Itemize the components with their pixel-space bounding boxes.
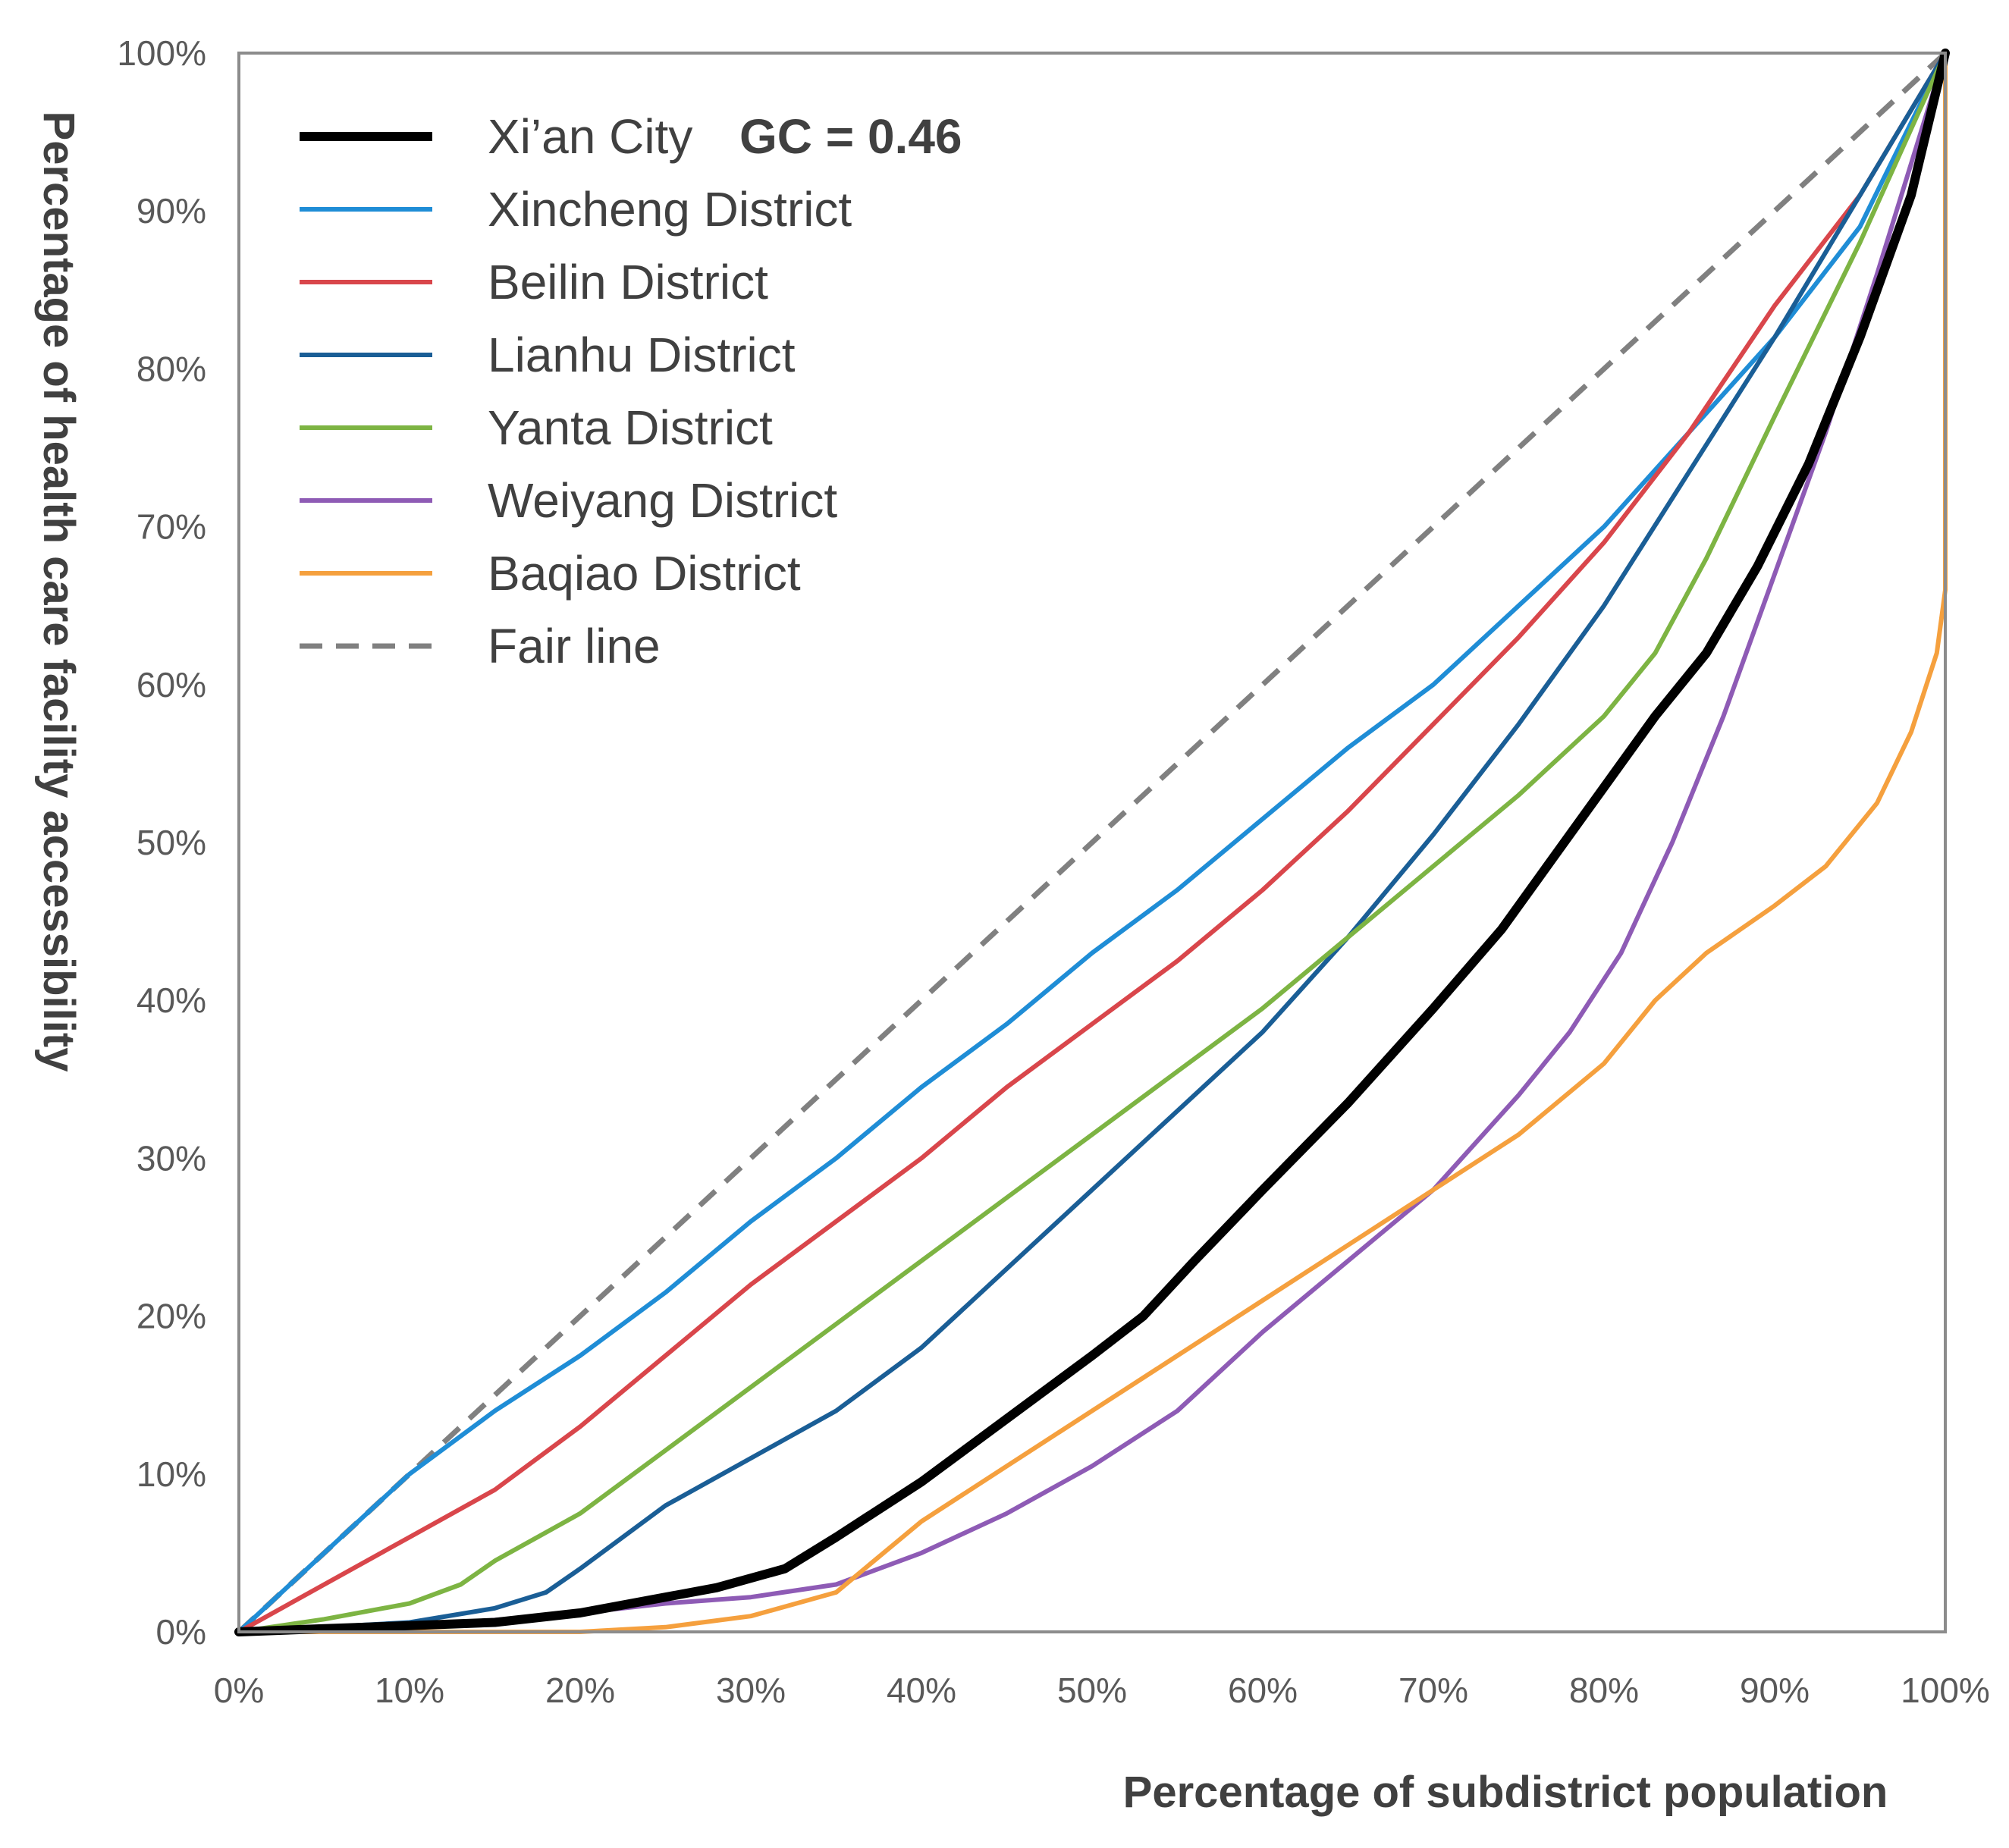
legend-label-baqiao-district: Baqiao District [488,546,801,601]
x-tick-label: 60% [1228,1671,1298,1710]
y-tick-label: 100% [117,33,206,73]
legend: Xi’an City GC = 0.46 Xincheng District Beil… [300,109,962,673]
x-tick-label: 10% [375,1671,444,1710]
x-axis-title: Percentage of subdistrict population [1123,1768,1888,1817]
y-tick-label: 10% [137,1454,206,1494]
x-axis-ticks: 0% 10% 20% 30% 40% 50% 60% 70% 80% 90% 100% [214,1671,1990,1710]
series-line-beilin-district [237,51,1948,1634]
x-tick-label: 0% [214,1671,264,1710]
x-tick-label: 100% [1901,1671,1990,1710]
x-tick-label: 50% [1057,1671,1127,1710]
y-tick-label: 40% [137,980,206,1020]
y-tick-label: 80% [137,349,206,388]
series-line-xincheng-district [237,51,1948,1634]
legend-label-beilin-district: Beilin District [488,255,768,309]
y-axis-title: Percentage of health care facility acces… [34,111,83,1072]
series-line-lianhu-district [237,51,1948,1634]
legend-label-lianhu-district: Lianhu District [488,328,796,382]
y-tick-label: 70% [137,507,206,547]
x-tick-label: 20% [545,1671,615,1710]
x-tick-label: 80% [1569,1671,1639,1710]
legend-label-fair-line: Fair line [488,619,661,673]
legend-label-weiyang-district: Weiyang District [488,473,837,528]
series-line-yanta-district [237,51,1948,1634]
legend-label-xi-an-city: Xi’an City [488,109,692,164]
y-tick-label: 20% [137,1297,206,1336]
y-tick-label: 60% [137,665,206,704]
y-tick-label: 50% [137,823,206,862]
y-axis-ticks: 0% 10% 20% 30% 40% 50% 60% 70% 80% 90% 100% [117,33,206,1652]
x-tick-label: 30% [716,1671,786,1710]
x-tick-label: 40% [887,1671,956,1710]
y-tick-label: 0% [156,1612,206,1652]
x-tick-label: 90% [1740,1671,1810,1710]
series-line-fair-line [237,51,1948,1634]
legend-label-yanta-district: Yanta District [488,400,773,455]
y-tick-label: 30% [137,1138,206,1178]
legend-label-xincheng-district: Xincheng District [488,182,852,237]
y-tick-label: 90% [137,191,206,231]
series-line-weiyang-district [237,51,1948,1634]
x-tick-label: 70% [1398,1671,1468,1710]
series-layer [234,49,1950,1636]
series-line-baqiao-district [237,51,1948,1634]
plot-frame [237,52,1947,1633]
legend-gini-coefficient: GC = 0.46 [739,109,962,164]
series-line-xi-an-city [234,49,1950,1636]
